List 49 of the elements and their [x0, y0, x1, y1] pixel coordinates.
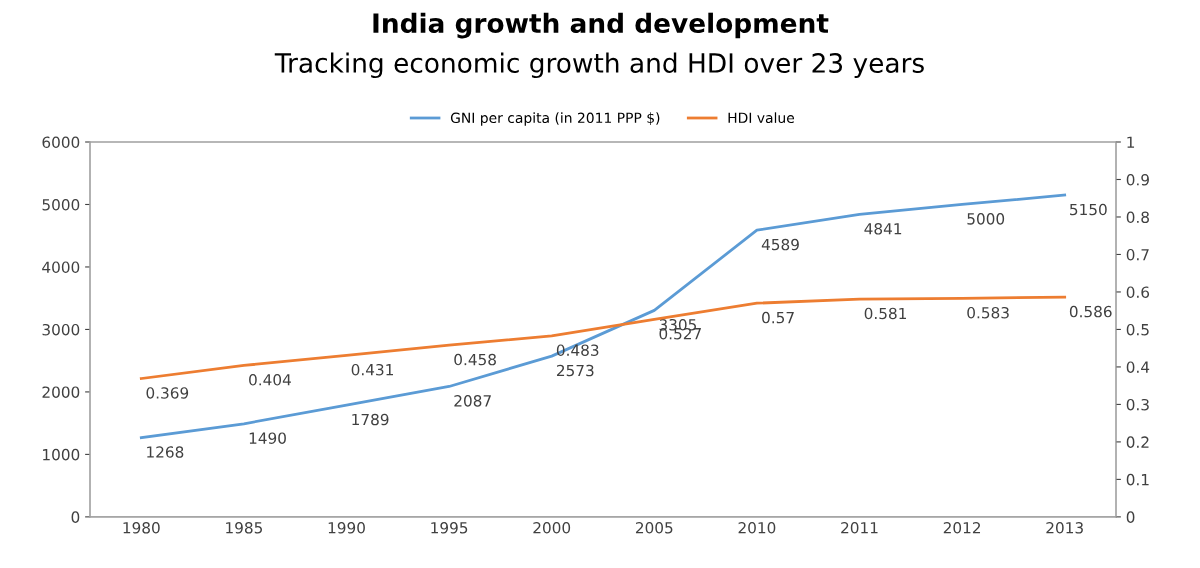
data-label: 0.583 — [967, 306, 1009, 319]
data-label: 0.586 — [1069, 305, 1112, 318]
y-tick-label: 4000 — [42, 261, 80, 273]
y2-tick-label: 0.9 — [1126, 173, 1149, 186]
y2-tick-label: 0.4 — [1126, 361, 1150, 373]
y2-tick-label: 0.7 — [1126, 248, 1149, 261]
data-label: 5150 — [1070, 203, 1107, 216]
data-label: 0.57 — [762, 311, 794, 324]
x-tick-label: 2013 — [1046, 522, 1083, 534]
data-label: 2087 — [454, 395, 491, 407]
y2-tick-label: 0.5 — [1126, 323, 1149, 336]
x-tick-label: 1980 — [123, 522, 160, 534]
y2-tick-label: 0.8 — [1126, 211, 1149, 223]
y-tick-label: 1000 — [43, 448, 80, 461]
chart-subtitle: Tracking economic growth and HDI over 23 years — [274, 52, 924, 79]
data-label: 1789 — [352, 413, 389, 426]
y-tick-label: 3000 — [42, 323, 80, 336]
data-label: 1490 — [249, 432, 286, 444]
y2-tick-label: 0 — [1126, 511, 1135, 523]
x-tick-label: 2000 — [533, 522, 571, 534]
y2-tick-label: 0.6 — [1126, 286, 1150, 298]
y-tick-label: 5000 — [42, 198, 80, 211]
data-label: 1268 — [147, 446, 184, 458]
legend-label: HDI value — [728, 112, 795, 124]
data-label: 2573 — [556, 364, 594, 377]
data-label: 5000 — [967, 213, 1005, 225]
data-label: 0.369 — [146, 387, 189, 399]
x-tick-label: 2011 — [841, 522, 878, 534]
x-tick-label: 2005 — [635, 522, 673, 534]
x-tick-label: 1990 — [328, 522, 365, 534]
data-label: 4841 — [864, 223, 902, 235]
data-label: 0.581 — [864, 307, 906, 320]
x-tick-label: 2012 — [943, 522, 981, 534]
data-label: 0.431 — [351, 363, 393, 376]
chart-title: India growth and development — [373, 12, 829, 39]
data-label: 4589 — [761, 238, 799, 251]
x-tick-label: 2010 — [738, 522, 776, 534]
y-tick-label: 0 — [71, 511, 80, 523]
legend-label: GNI per capita (in 2011 PPP $) — [450, 112, 660, 126]
data-label: 0.458 — [454, 353, 496, 366]
y-tick-label: 6000 — [42, 136, 80, 149]
y-tick-label: 2000 — [42, 386, 80, 398]
y2-tick-label: 1 — [1127, 136, 1135, 148]
x-tick-label: 1995 — [431, 522, 468, 534]
y2-tick-label: 0.2 — [1126, 436, 1149, 448]
x-tick-label: 1985 — [226, 522, 263, 534]
data-label: 0.404 — [249, 374, 291, 386]
y2-tick-label: 0.1 — [1126, 473, 1149, 486]
y2-tick-label: 0.3 — [1126, 398, 1149, 411]
